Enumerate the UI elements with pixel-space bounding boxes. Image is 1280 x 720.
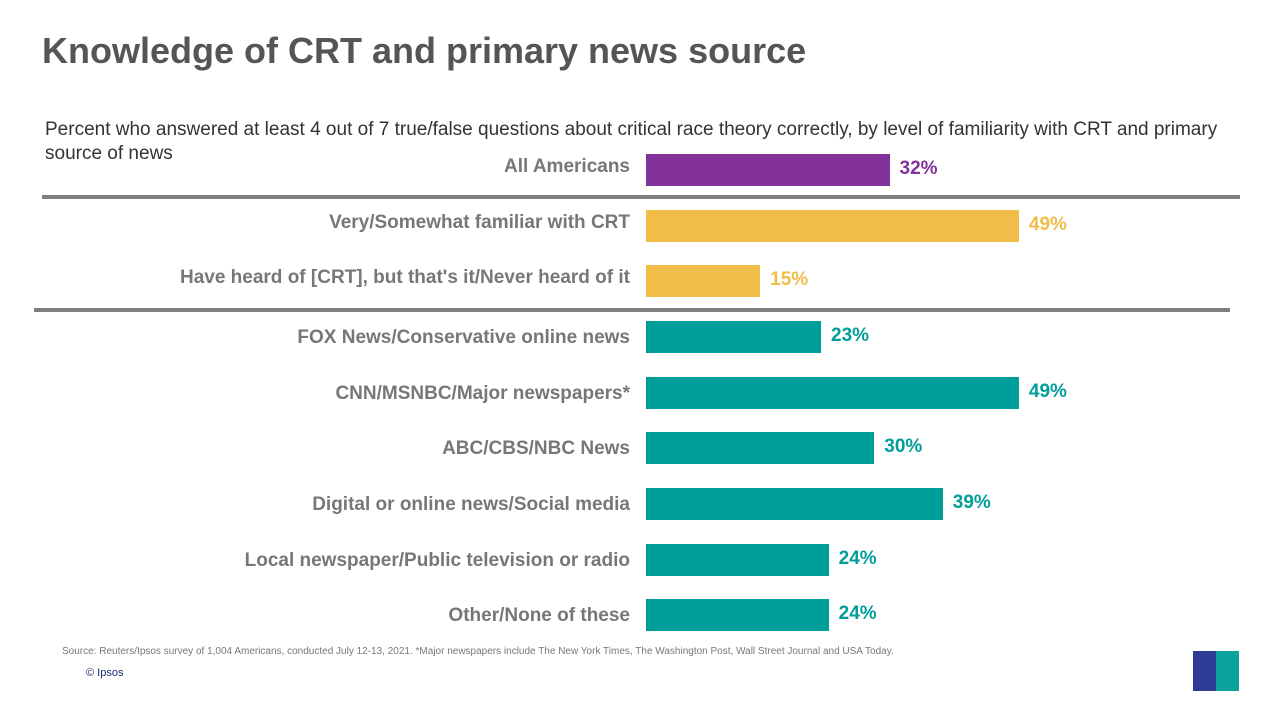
bar (646, 377, 1019, 409)
data-label: 24% (838, 548, 877, 569)
separator-line (42, 195, 1240, 199)
data-label: 49% (1028, 381, 1067, 402)
data-label: 23% (831, 325, 870, 346)
bar (646, 154, 890, 186)
data-label: 49% (1028, 214, 1067, 235)
category-label: All Americans (503, 156, 630, 177)
bar (646, 599, 829, 631)
bar (646, 544, 829, 576)
separator-line (34, 308, 1230, 312)
bar (646, 321, 822, 353)
bar (646, 265, 761, 297)
source-note: Source: Reuters/Ipsos survey of 1,004 Am… (62, 646, 894, 657)
data-label: 32% (899, 158, 938, 179)
category-label: Other/None of these (448, 605, 630, 626)
ipsos-logo (1193, 651, 1239, 691)
category-label: Local newspaper/Public television or rad… (244, 550, 630, 571)
data-label: 24% (838, 603, 877, 624)
category-label: Have heard of [CRT], but that's it/Never… (179, 267, 630, 288)
bar (646, 432, 875, 464)
page-title: Knowledge of CRT and primary news source (42, 30, 807, 71)
bar (646, 210, 1019, 242)
chart-subtitle: Percent who answered at least 4 out of 7… (45, 119, 1218, 164)
category-label: Digital or online news/Social media (312, 494, 630, 515)
bar (646, 488, 943, 520)
copyright: © Ipsos (86, 667, 124, 679)
category-label: ABC/CBS/NBC News (442, 438, 630, 459)
data-label: 30% (884, 436, 923, 457)
category-label: FOX News/Conservative online news (297, 327, 630, 348)
data-label: 15% (770, 269, 809, 290)
category-label: Very/Somewhat familiar with CRT (329, 212, 630, 233)
data-label: 39% (952, 492, 991, 513)
category-label: CNN/MSNBC/Major newspapers* (335, 383, 630, 404)
